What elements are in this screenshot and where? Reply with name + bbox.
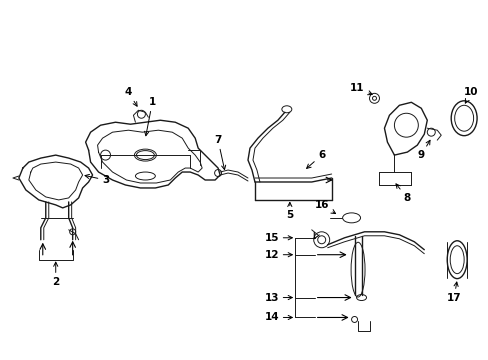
Text: 9: 9 <box>417 140 429 160</box>
Circle shape <box>351 316 357 323</box>
Text: 11: 11 <box>349 84 371 95</box>
Text: 14: 14 <box>264 312 292 323</box>
Circle shape <box>372 96 376 100</box>
Text: 17: 17 <box>446 282 461 302</box>
Text: 8: 8 <box>395 184 410 203</box>
Text: 12: 12 <box>264 250 292 260</box>
Text: 15: 15 <box>264 233 292 243</box>
Text: 4: 4 <box>124 87 137 106</box>
Text: 3: 3 <box>85 174 109 185</box>
Text: 1: 1 <box>144 97 156 136</box>
Text: 10: 10 <box>463 87 477 103</box>
Text: 6: 6 <box>306 150 325 168</box>
Text: 13: 13 <box>264 293 292 302</box>
Text: 2: 2 <box>52 262 59 287</box>
Text: 7: 7 <box>214 135 225 170</box>
Text: 5: 5 <box>285 202 293 220</box>
Text: 16: 16 <box>314 200 335 213</box>
